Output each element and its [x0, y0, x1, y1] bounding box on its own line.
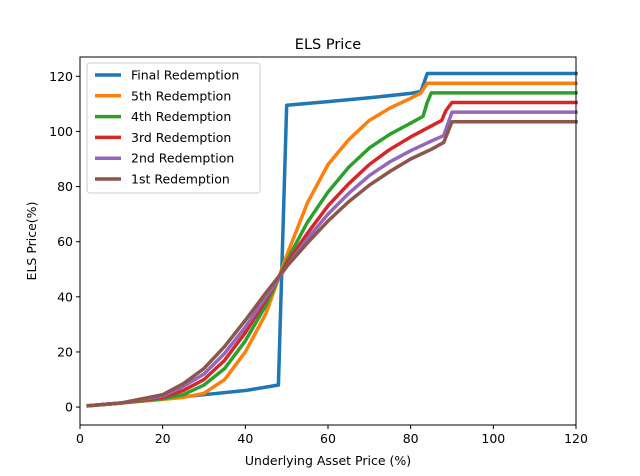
series-line-3: [86, 91, 578, 408]
y-tick-label: 120: [49, 69, 73, 84]
legend-label-5: 2nd Redemption: [131, 151, 234, 166]
series-line-6: [86, 120, 578, 408]
chart-title: ELS Price: [295, 37, 362, 53]
y-tick-label: 0: [65, 400, 73, 415]
legend-label-2: 5th Redemption: [131, 88, 231, 103]
x-tick-label: 40: [237, 431, 253, 446]
series-line-2: [86, 81, 578, 408]
x-tick-label: 0: [76, 431, 84, 446]
y-tick-label: 100: [49, 124, 73, 139]
y-tick-label: 80: [57, 179, 73, 194]
x-tick-label: 80: [403, 431, 419, 446]
y-axis: 0 20 40 60 80 100 120: [49, 69, 80, 415]
y-tick-label: 20: [57, 344, 73, 359]
series-line-5: [86, 110, 578, 408]
x-tick-label: 20: [155, 431, 171, 446]
y-axis-label: ELS Price(%): [24, 202, 39, 281]
legend-label-1: Final Redemption: [131, 68, 239, 83]
legend-label-3: 4th Redemption: [131, 109, 231, 124]
x-tick-label: 60: [320, 431, 336, 446]
x-axis-label: Underlying Asset Price (%): [245, 453, 411, 468]
legend-label-6: 1st Redemption: [131, 172, 230, 187]
legend-box: [86, 62, 261, 194]
y-tick-label: 60: [57, 234, 73, 249]
legend: Final Redemption 5th Redemption 4th Redemp…: [86, 62, 261, 194]
series-line-4: [86, 100, 578, 408]
y-tick-label: 40: [57, 289, 73, 304]
x-axis: 0 20 40 60 80 100 120: [76, 425, 588, 446]
x-tick-label: 120: [564, 431, 588, 446]
legend-label-4: 3rd Redemption: [131, 130, 231, 145]
x-tick-label: 100: [481, 431, 505, 446]
series-layer: [86, 71, 578, 408]
